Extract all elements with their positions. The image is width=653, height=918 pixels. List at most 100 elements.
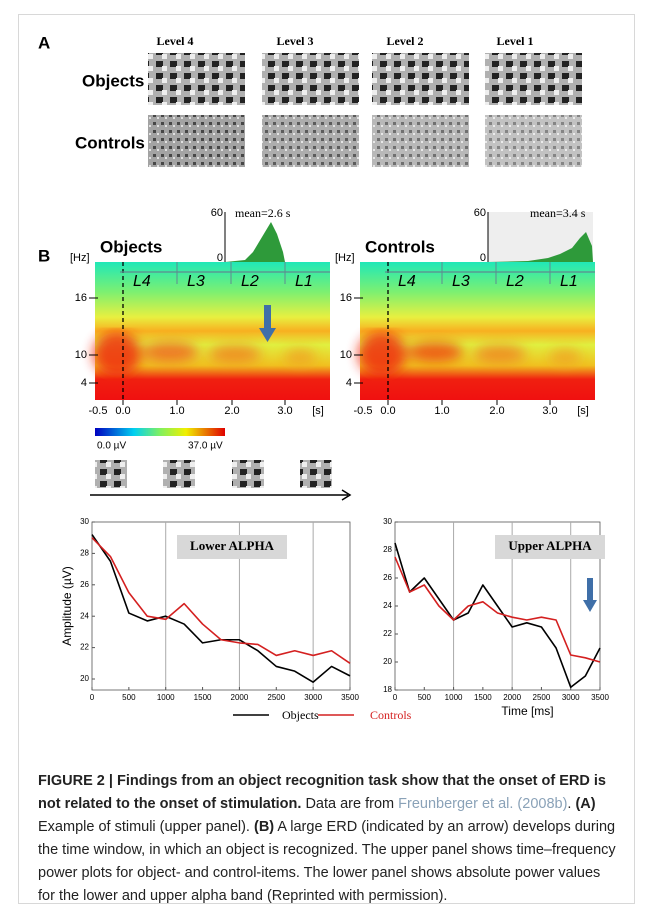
annotation: Upper ALPHA — [508, 538, 592, 553]
erd-arrow — [264, 305, 271, 330]
time-tick-label: 2.0 — [224, 405, 239, 417]
histogram-tick: 0 — [480, 252, 486, 264]
y-tick-label: 24 — [80, 611, 89, 620]
legend-label: Controls — [370, 708, 412, 722]
colorbar — [95, 428, 225, 436]
heatmap — [360, 262, 595, 400]
y-tick-label: 30 — [383, 517, 392, 526]
caption-label: (A) — [575, 796, 596, 812]
annotation: Lower ALPHA — [190, 538, 275, 553]
x-tick-label: 500 — [418, 693, 432, 702]
x-tick-label: 0 — [393, 693, 398, 702]
row-label: Controls — [75, 133, 145, 152]
caption: FIGURE 2 | Findings from an object recog… — [38, 770, 618, 908]
y-tick-label: 28 — [383, 545, 392, 554]
time-tick-label: 0.0 — [115, 405, 130, 417]
x-tick-label: 1500 — [194, 693, 212, 702]
time-tick-label: 1.0 — [169, 405, 184, 417]
heatmap-blobs — [358, 332, 581, 376]
series-line — [394, 556, 601, 663]
plot-area — [91, 521, 351, 691]
x-tick-label: 3000 — [562, 693, 580, 702]
heatmap-blobs — [93, 332, 316, 376]
x-tick-label: 2000 — [231, 693, 249, 702]
legend-label: Objects — [282, 708, 319, 722]
caption-text: Data are from — [305, 796, 395, 812]
level-label: Level 4 — [157, 34, 194, 48]
y-tick-label: 26 — [80, 580, 89, 589]
level-label: Level 2 — [387, 34, 424, 48]
x-tick-label: 3000 — [304, 693, 322, 702]
caption-text: . — [567, 796, 572, 812]
y-tick-label: 30 — [80, 517, 89, 526]
erd-arrow — [259, 328, 276, 342]
mean-label: mean=3.4 s — [530, 206, 586, 220]
freq-tick-label: 4 — [346, 377, 352, 389]
heatmap-title: Objects — [100, 237, 162, 256]
level-label: L2 — [241, 273, 259, 290]
x-tick-label: 3500 — [341, 693, 359, 702]
y-axis-label: Amplitude (µV) — [60, 566, 74, 646]
annotation-box — [177, 535, 287, 559]
panel-label: B — [38, 246, 50, 265]
caption-title: FIGURE 2 | Findings from an object recog… — [38, 773, 606, 812]
figure-frame — [18, 14, 635, 904]
time-tick-label: [s] — [577, 405, 589, 417]
time-tick-label: -0.5 — [354, 405, 373, 417]
freq-tick-label: 16 — [75, 292, 87, 304]
caption-label: (B) — [254, 819, 275, 835]
heatmap-title: Controls — [365, 237, 435, 256]
histogram — [225, 222, 285, 262]
level-label: L4 — [398, 273, 416, 290]
mean-label: mean=2.6 s — [235, 206, 291, 220]
x-tick-label: 1500 — [474, 693, 492, 702]
annotation-box — [495, 535, 605, 559]
y-tick-label: 18 — [383, 685, 392, 694]
thumbnails — [90, 460, 352, 501]
panel-label: A — [38, 33, 50, 52]
histogram-tick: 60 — [211, 207, 223, 219]
x-tick-label: 1000 — [157, 693, 175, 702]
x-tick-label: 2500 — [533, 693, 551, 702]
histogram — [488, 232, 593, 262]
histogram-tick: 0 — [217, 252, 223, 264]
axis-unit: [Hz] — [70, 252, 90, 264]
caption-text: A large ERD (indicated by an arrow) deve… — [38, 819, 616, 904]
heatmap — [95, 262, 330, 400]
caption-text: Example of stimuli (upper panel). — [38, 819, 250, 835]
y-tick-label: 22 — [383, 629, 392, 638]
x-axis-label: Time [ms] — [501, 704, 553, 718]
time-tick-label: -0.5 — [89, 405, 108, 417]
arrow — [583, 600, 597, 612]
stimulus-images — [148, 53, 582, 167]
x-tick-label: 0 — [90, 693, 95, 702]
y-tick-label: 26 — [383, 573, 392, 582]
x-tick-label: 1000 — [445, 693, 463, 702]
x-tick-label: 2000 — [503, 693, 521, 702]
histogram-tick: 60 — [474, 207, 486, 219]
level-label: L4 — [133, 273, 151, 290]
freq-tick-label: 4 — [81, 377, 87, 389]
axis-unit: [Hz] — [335, 252, 355, 264]
time-tick-label: 3.0 — [542, 405, 557, 417]
level-label: L2 — [506, 273, 524, 290]
time-tick-label: 0.0 — [380, 405, 395, 417]
time-tick-label: 3.0 — [277, 405, 292, 417]
freq-tick-label: 10 — [340, 349, 352, 361]
level-label: Level 3 — [277, 34, 314, 48]
colorbar-label: 0.0 µV — [97, 441, 126, 452]
x-tick-label: 2500 — [267, 693, 285, 702]
level-label: L1 — [560, 273, 578, 290]
x-tick-label: 500 — [122, 693, 136, 702]
time-tick-label: 1.0 — [434, 405, 449, 417]
level-label: Level 1 — [497, 34, 534, 48]
freq-tick-label: 10 — [75, 349, 87, 361]
reference-link[interactable]: Freunberger et al. (2008b) — [398, 796, 568, 812]
colorbar-label: 37.0 µV — [188, 441, 223, 452]
x-tick-label: 3500 — [591, 693, 609, 702]
time-tick-label: 2.0 — [489, 405, 504, 417]
y-tick-label: 28 — [80, 549, 89, 558]
y-tick-label: 20 — [80, 674, 89, 683]
time-tick-label: [s] — [312, 405, 324, 417]
y-tick-label: 20 — [383, 657, 392, 666]
